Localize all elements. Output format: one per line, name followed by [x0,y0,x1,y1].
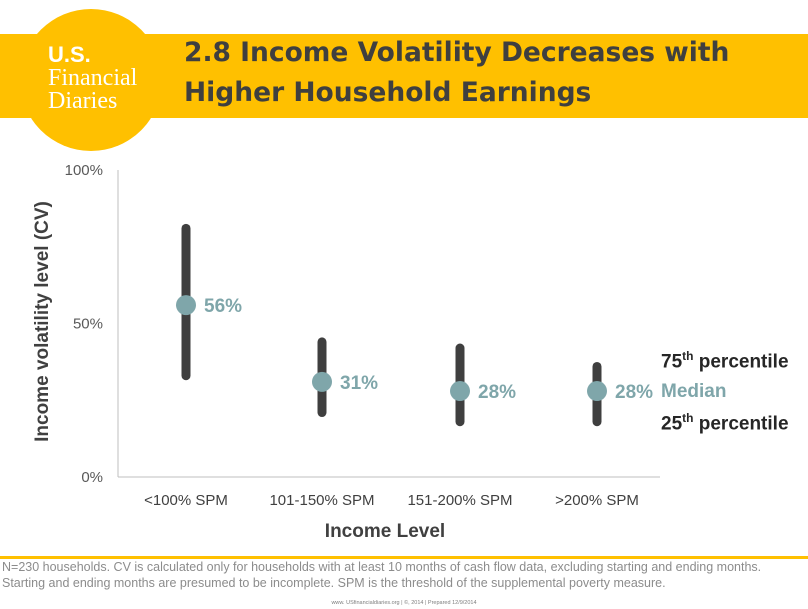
y-axis-title: Income volatility level (CV) [32,201,53,442]
page-title: 2.8 Income Volatility Decreases with Hig… [184,33,804,113]
logo-us: U.S. [48,42,91,67]
x-tick-label: >200% SPM [555,492,639,509]
x-tick-label: <100% SPM [144,492,228,509]
legend-25th: 25th percentile [661,411,789,435]
footnote: N=230 households. CV is calculated only … [2,560,762,590]
legend-25th-number: 25 [661,413,683,435]
median-data-label: 28% [615,382,653,403]
volatility-chart: 0% 50% 100% Income volatility level (CV) <10… [32,162,660,542]
credit-line: www. USfinancialdiaries.org | ©, 2014 | … [331,600,477,606]
logo-badge [20,9,162,151]
median-data-label: 56% [204,296,242,317]
y-tick-label: 0% [81,469,103,486]
title-line-1: 2.8 Income Volatility Decreases with [184,37,730,68]
legend-75th: 75th percentile [661,349,789,373]
footer-rule [0,556,808,559]
median-point [176,295,196,316]
median-point [450,381,470,402]
legend-75th-word: percentile [698,351,789,373]
median-point [312,371,332,392]
median-data-label: 31% [340,373,378,394]
x-axis-title: Income Level [325,521,445,542]
legend-75th-number: 75 [661,351,683,373]
legend-25th-word: percentile [698,413,789,435]
legend-75th-suffix: th [682,349,694,363]
y-tick-label: 100% [65,162,103,179]
y-tick-label: 50% [73,316,103,333]
x-tick-label: 151-200% SPM [407,492,512,509]
logo-financial: Financial [48,65,138,91]
legend-median: Median [661,381,727,402]
logo-diaries: Diaries [48,88,118,114]
median-point [587,381,607,402]
title-line-2: Higher Household Earnings [184,77,592,108]
x-tick-label: 101-150% SPM [269,492,374,509]
legend-25th-suffix: th [682,411,694,425]
median-data-label: 28% [478,382,516,403]
